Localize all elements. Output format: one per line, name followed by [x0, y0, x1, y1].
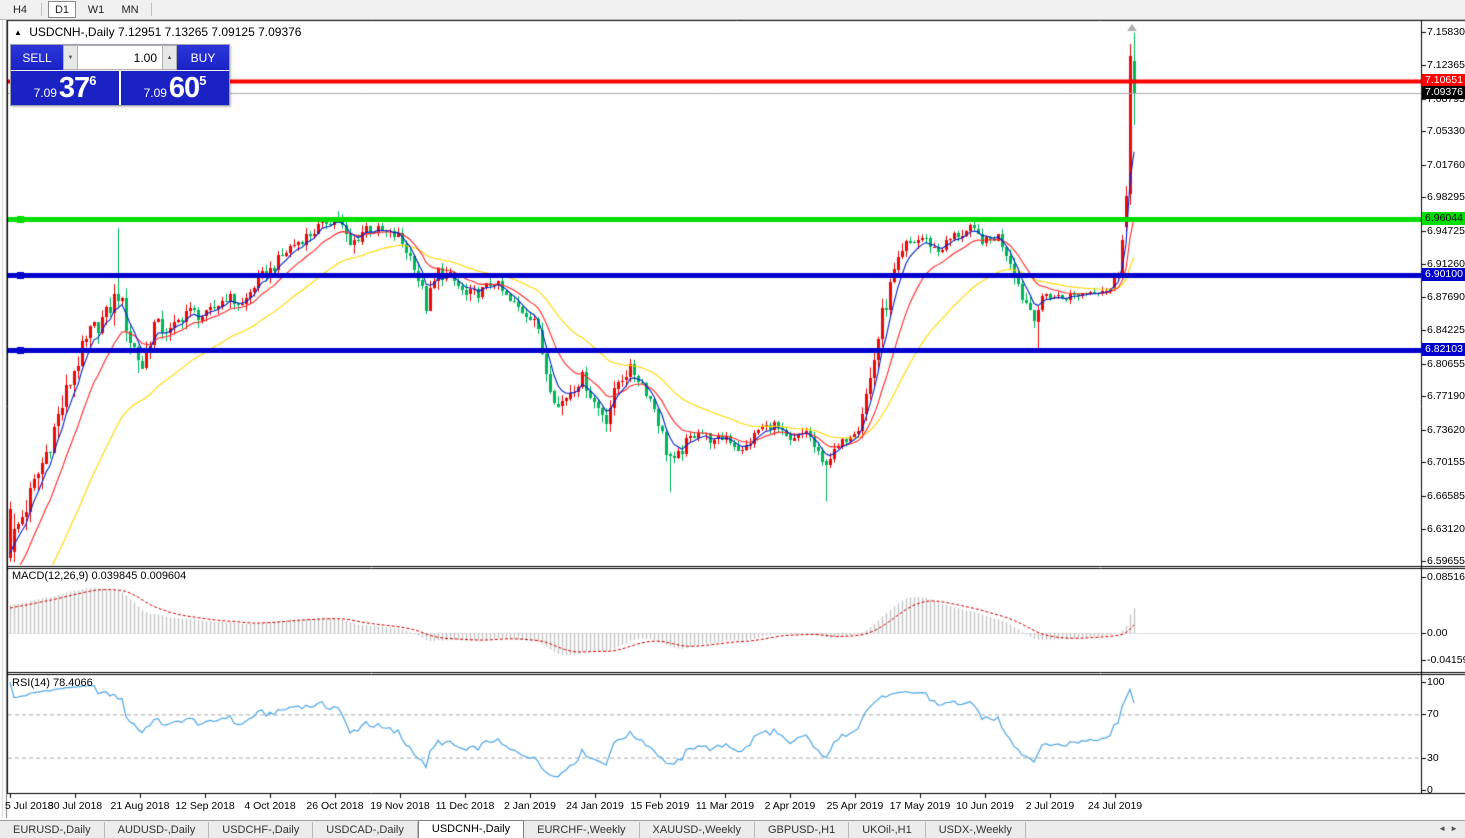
toolbar-separator [151, 3, 152, 16]
chart-tab-eurchf[interactable]: EURCHF-,Weekly [524, 822, 640, 838]
chart-tab-audusd[interactable]: AUDUSD-,Daily [105, 822, 210, 838]
volume-decrease-button[interactable]: ▼ [63, 45, 78, 70]
buy-price-base: 7.09 [143, 86, 167, 100]
triangle-up-icon: ▲ [166, 54, 173, 61]
chart-tab-eurusd[interactable]: EURUSD-,Daily [0, 822, 105, 838]
tab-scroll-arrows[interactable]: ◄► [1438, 824, 1462, 833]
chart-tab-ukoil[interactable]: UKOil-,H1 [849, 822, 926, 838]
sell-price-point: 6 [89, 73, 97, 88]
volume-input[interactable]: 1.00 [78, 45, 162, 70]
chart-tab-usdcad[interactable]: USDCAD-,Daily [313, 822, 418, 838]
tab-scroll-right-icon[interactable]: ► [1450, 824, 1462, 833]
buy-price[interactable]: 7.09 60 5 [121, 71, 229, 105]
chart-tab-gbpusd[interactable]: GBPUSD-,H1 [755, 822, 850, 838]
timeframe-toolbar: H4 D1 W1 MN [0, 0, 1465, 20]
ohlc-values: 7.12951 7.13265 7.09125 7.09376 [117, 25, 302, 39]
timeframe-button-w1[interactable]: W1 [87, 3, 105, 16]
sell-price-base: 7.09 [33, 86, 57, 100]
sell-price[interactable]: 7.09 37 6 [11, 71, 119, 105]
chart-tab-usdchf[interactable]: USDCHF-,Daily [209, 822, 314, 838]
one-click-trading-panel: SELL ▼ 1.00 ▲ BUY 7.09 37 6 7.09 60 5 [10, 44, 230, 106]
toolbar-separator [41, 3, 42, 16]
buy-price-point: 5 [199, 73, 207, 88]
sell-button[interactable]: SELL [11, 45, 63, 70]
chart-tab-xauusd[interactable]: XAUUSD-,Weekly [640, 822, 755, 838]
buy-button[interactable]: BUY [177, 45, 229, 70]
sell-price-pips: 37 [58, 72, 90, 104]
triangle-down-icon: ▼ [67, 54, 74, 61]
timeframe-button-h4[interactable]: H4 [12, 3, 28, 16]
symbol-tab-bar: EURUSD-,Daily AUDUSD-,Daily USDCHF-,Daily U… [0, 820, 1465, 838]
timeframe-button-d1[interactable]: D1 [48, 1, 76, 18]
collapse-icon[interactable]: ▲ [14, 28, 22, 37]
chart-title: ▲ USDCNH-,Daily 7.12951 7.13265 7.09125 … [14, 25, 301, 39]
chart-tab-usdcnh[interactable]: USDCNH-,Daily [417, 820, 525, 838]
buy-price-pips: 60 [168, 72, 200, 104]
volume-increase-button[interactable]: ▲ [162, 45, 177, 70]
tab-scroll-left-icon[interactable]: ◄ [1438, 824, 1451, 833]
timeframe-button-mn[interactable]: MN [121, 3, 139, 16]
chart-tab-usdx[interactable]: USDX-,Weekly [926, 822, 1026, 838]
symbol-period-label: USDCNH-,Daily [29, 25, 115, 39]
